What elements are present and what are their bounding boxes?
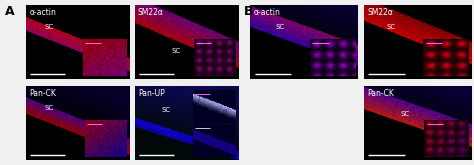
Text: Pan-UP: Pan-UP: [138, 89, 164, 98]
Text: α-actin: α-actin: [254, 8, 281, 17]
Text: SC: SC: [161, 107, 170, 113]
Text: SC: SC: [386, 24, 395, 30]
Text: SM22α: SM22α: [367, 8, 393, 17]
Text: SC: SC: [400, 111, 410, 117]
Text: A: A: [5, 5, 14, 18]
Text: Pan-CK: Pan-CK: [29, 89, 56, 98]
Text: SC: SC: [44, 105, 53, 111]
Text: Pan-CK: Pan-CK: [367, 89, 394, 98]
Text: SC: SC: [276, 24, 285, 30]
Text: B: B: [244, 5, 254, 18]
Text: α-actin: α-actin: [29, 8, 56, 17]
Text: SM22α: SM22α: [138, 8, 164, 17]
Text: SC: SC: [44, 24, 53, 30]
Text: SC: SC: [172, 48, 181, 54]
